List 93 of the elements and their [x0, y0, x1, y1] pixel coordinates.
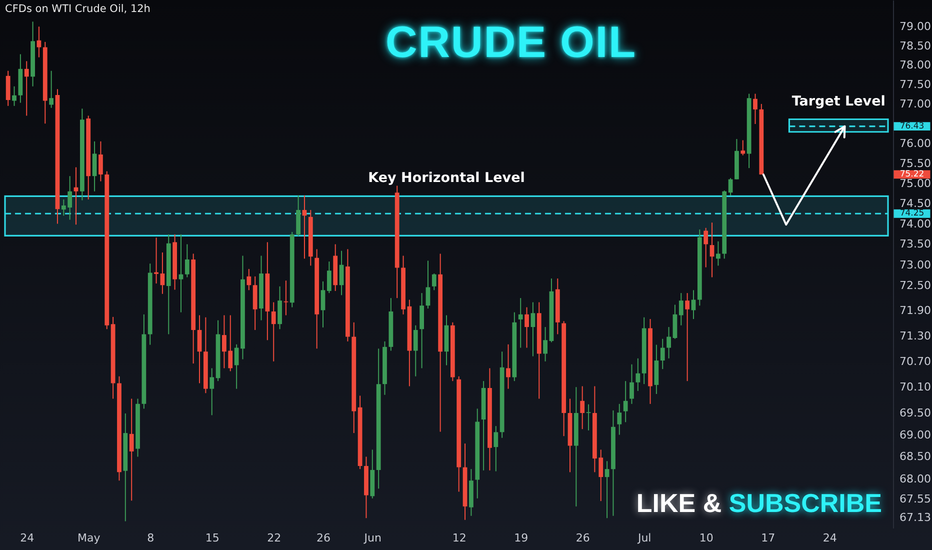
y-tick-label: 78.50 — [900, 39, 931, 52]
x-tick-label: 26 — [576, 532, 590, 544]
candlestick — [704, 227, 708, 268]
y-tick-label: 69.50 — [900, 406, 931, 420]
chart-subtitle: CFDs on WTI Crude Oil, 12h — [5, 3, 150, 15]
ref-line-label: 74.25 — [900, 208, 924, 219]
candlestick — [326, 261, 332, 294]
y-tick-label: 68.50 — [900, 450, 931, 464]
candlestick — [740, 140, 746, 156]
y-tick-label: 70.10 — [900, 380, 931, 394]
ref-line-label: 76.43 — [900, 121, 924, 132]
y-tick-label: 77.50 — [900, 78, 931, 91]
candlestick — [543, 326, 548, 362]
candlestick — [666, 326, 671, 359]
candlestick — [92, 140, 97, 192]
candlestick — [586, 404, 591, 431]
y-tick-label: 74.00 — [900, 217, 931, 230]
y-tick-label: 67.13 — [900, 511, 931, 524]
candlestick — [604, 460, 610, 519]
x-tick-label: Jun — [363, 532, 382, 544]
candlestick — [49, 70, 54, 108]
candlestick — [184, 244, 190, 278]
y-tick-label: 71.30 — [900, 329, 931, 342]
candlestick — [178, 234, 184, 313]
x-tick-label: 10 — [699, 532, 714, 544]
x-tick-label: Jul — [636, 532, 652, 544]
x-tick-label: 15 — [205, 532, 220, 544]
y-tick-label: 75.50 — [900, 156, 931, 170]
candlestick — [278, 286, 282, 330]
y-tick-label: 76.00 — [900, 136, 931, 150]
candlestick — [636, 358, 640, 392]
candlestick — [74, 166, 78, 226]
candlestick — [623, 380, 628, 423]
candlestick — [524, 306, 529, 348]
y-tick-label: 79.00 — [900, 20, 931, 34]
candlestick — [129, 398, 134, 502]
x-tick-label: 22 — [267, 532, 282, 544]
candlestick — [24, 60, 29, 116]
y-tick-label: 73.00 — [900, 258, 931, 272]
candlestick — [506, 344, 510, 390]
y-tick-label: 73.50 — [900, 238, 931, 251]
y-tick-label: 72.50 — [900, 279, 931, 292]
candlestick — [753, 93, 758, 124]
text: 75.22 — [900, 169, 924, 180]
candlestick — [617, 403, 622, 436]
y-tick-label: 68.00 — [900, 472, 931, 486]
candlestick — [197, 314, 202, 384]
x-tick-label: 8 — [147, 532, 154, 544]
candlestick — [413, 324, 418, 377]
candlestick — [678, 292, 684, 326]
candlestick — [685, 292, 690, 382]
candlestick — [154, 237, 158, 284]
candlestick — [160, 252, 165, 294]
candlestick — [660, 338, 665, 370]
candlestick — [339, 250, 344, 296]
candlestick — [691, 290, 696, 320]
candlestick — [432, 273, 436, 291]
y-tick-label: 78.00 — [900, 58, 931, 72]
candlestick — [672, 304, 678, 340]
x-tick-label: 19 — [514, 532, 528, 544]
y-tick-label: 75.00 — [900, 176, 931, 190]
band-label: Key Horizontal Level — [368, 170, 525, 186]
candlestick — [320, 280, 326, 328]
candlestick — [210, 368, 214, 416]
candlestick — [12, 86, 16, 106]
y-tick-label: 69.00 — [900, 428, 931, 442]
x-tick-label: 17 — [761, 532, 776, 544]
y-tick-label: 74.50 — [900, 196, 931, 210]
candlestick — [246, 268, 252, 291]
x-tick-label: 12 — [452, 532, 466, 544]
candlestick — [710, 222, 714, 278]
candlestick — [580, 386, 585, 430]
candlestick — [271, 302, 276, 362]
y-tick-label: 70.70 — [900, 354, 931, 368]
y-tick-label: 71.90 — [900, 304, 931, 318]
chart-title: CRUDE OIL — [384, 18, 638, 68]
candlestick — [420, 292, 424, 369]
band-label: Target Level — [792, 93, 886, 110]
candlestick — [36, 26, 42, 58]
candlestick — [494, 426, 498, 472]
candlestick — [630, 364, 634, 404]
candlestick — [530, 302, 536, 357]
candlestick — [716, 240, 720, 266]
candlestick — [98, 140, 103, 182]
candlestick — [518, 298, 523, 348]
x-tick-label: 26 — [316, 532, 331, 544]
annotation: LIKE & SUBSCRIBE — [636, 488, 882, 519]
candlestick — [426, 260, 430, 310]
x-tick-label: May — [77, 532, 101, 544]
x-tick-label: 24 — [822, 532, 837, 544]
y-tick-label: 77.00 — [900, 97, 931, 110]
y-tick-label: 67.55 — [900, 492, 931, 506]
x-tick-label: 24 — [20, 532, 34, 544]
